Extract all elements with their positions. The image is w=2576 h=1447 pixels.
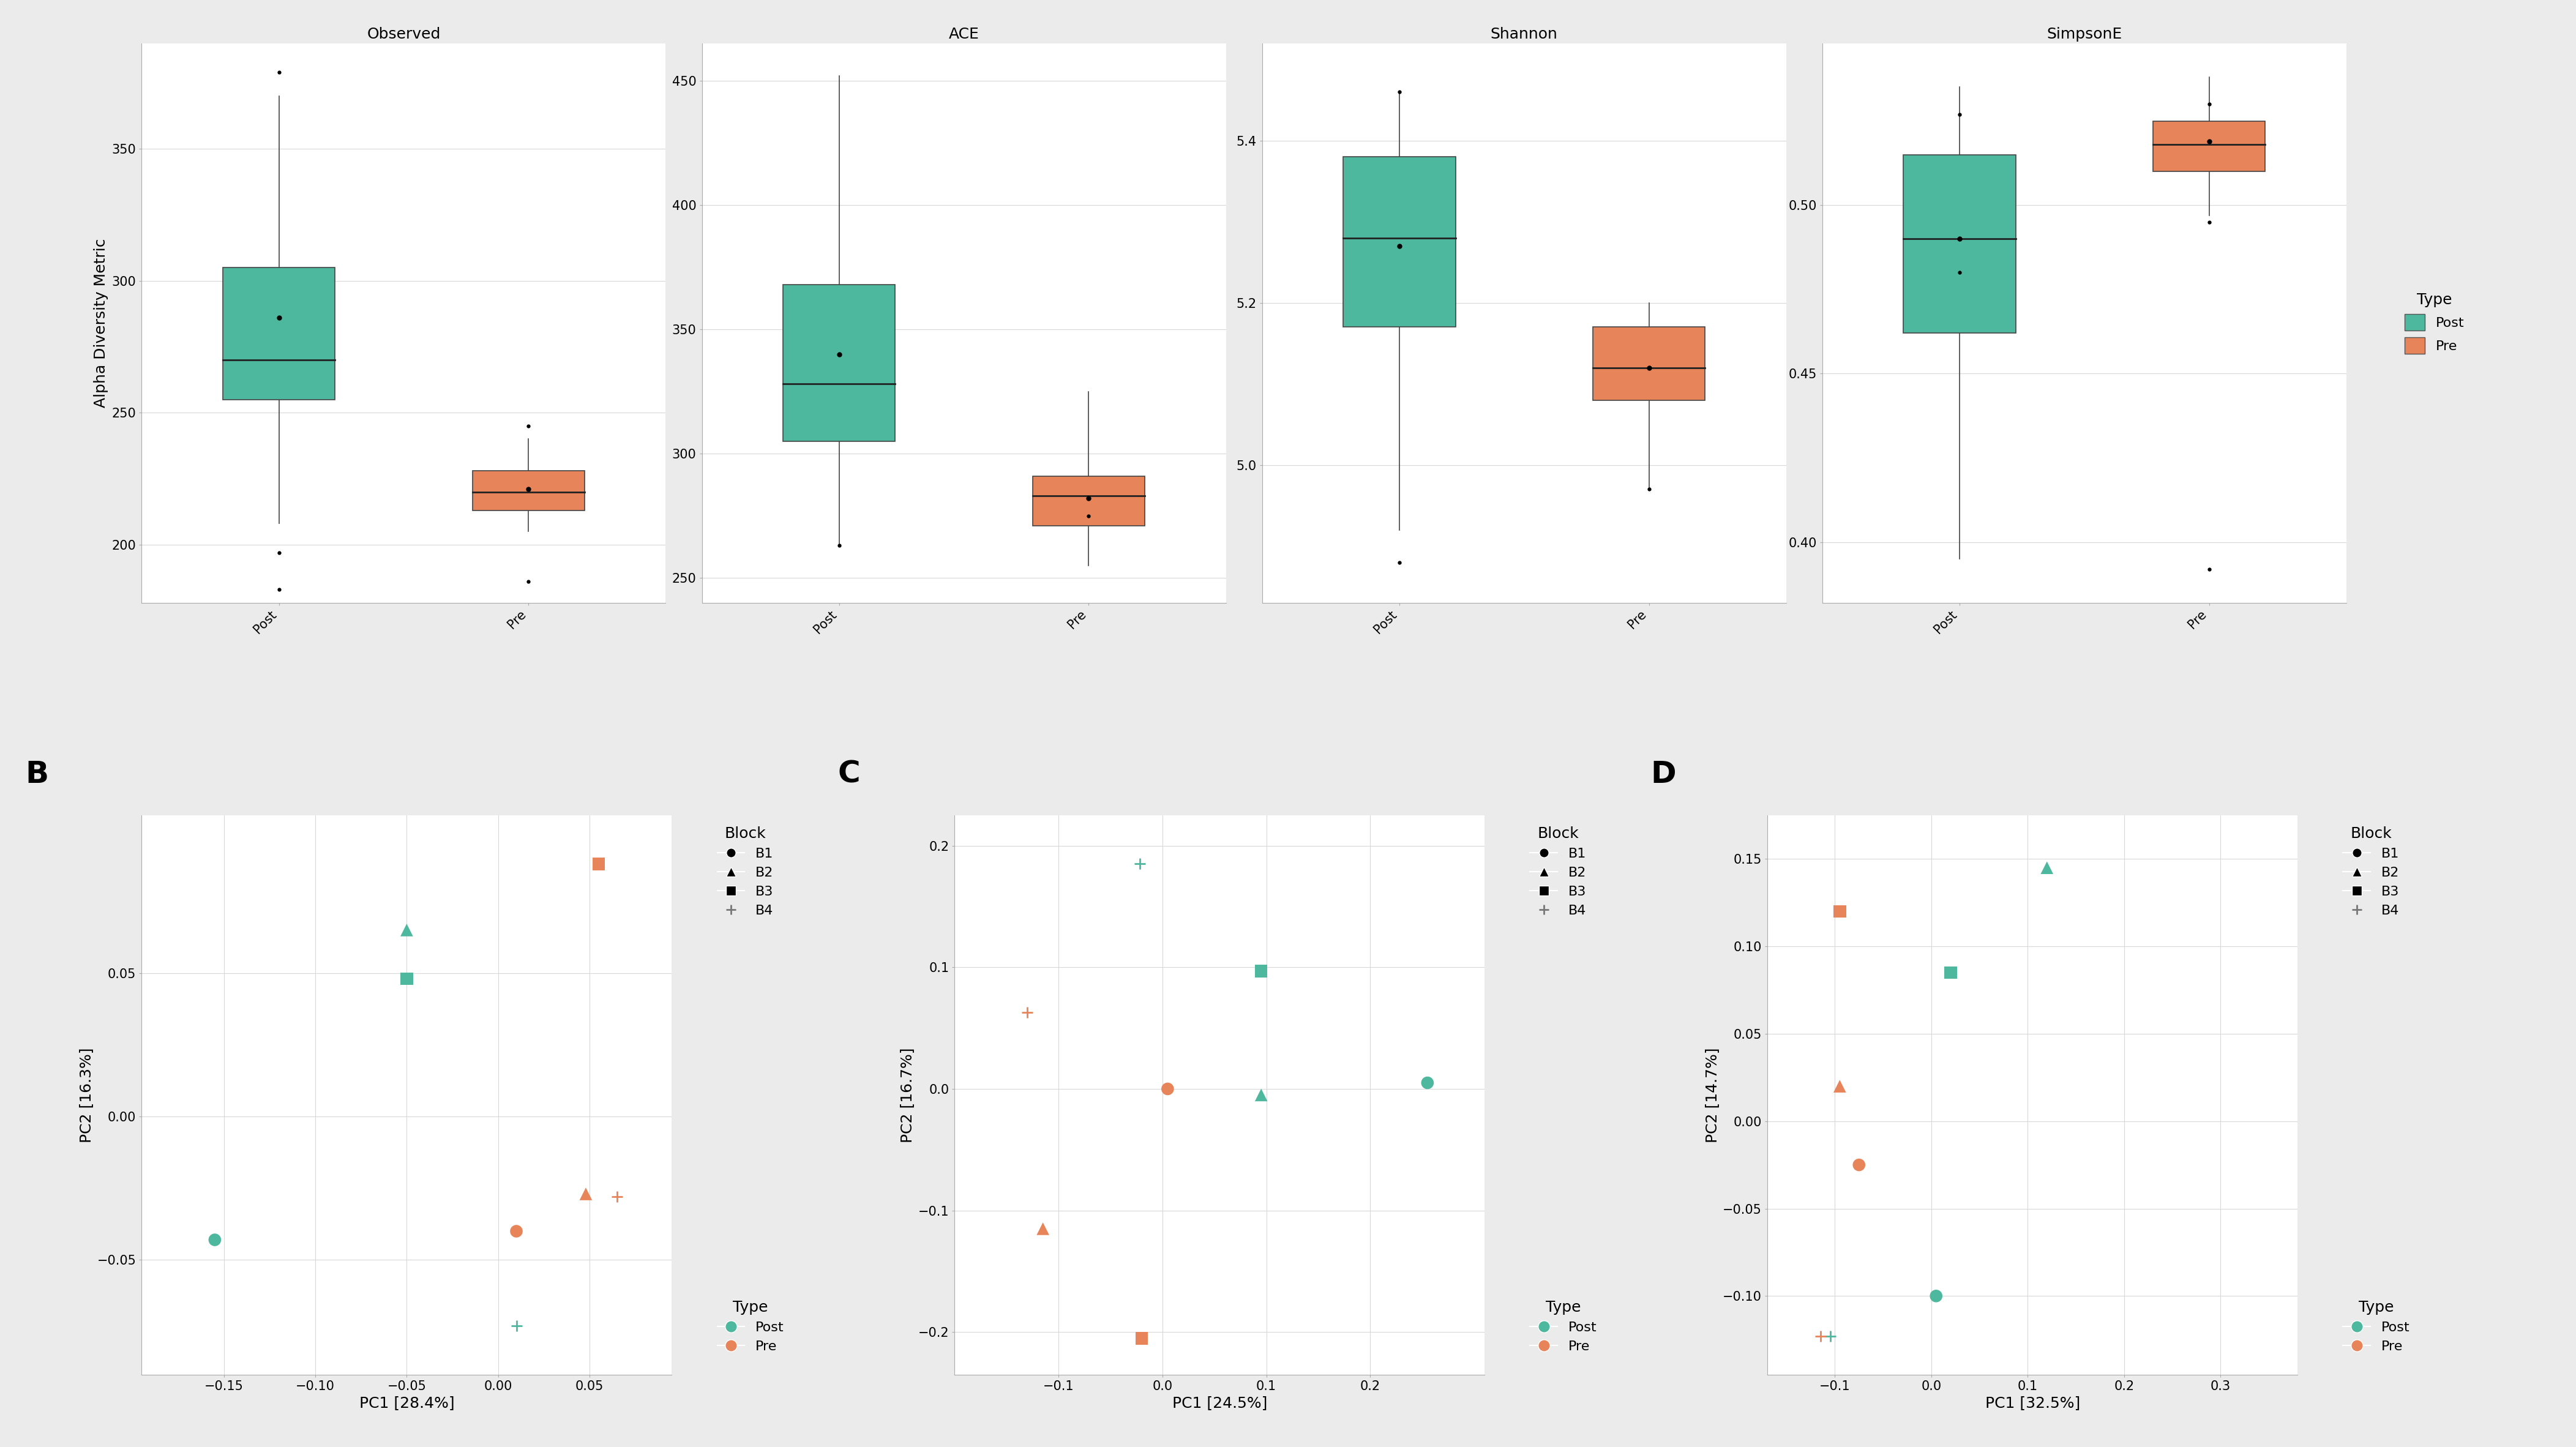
Point	[1242, 959, 1283, 983]
X-axis label: PC1 [32.5%]: PC1 [32.5%]	[1986, 1396, 2079, 1411]
Title: SimpsonE: SimpsonE	[2045, 26, 2123, 42]
Point	[193, 1229, 234, 1252]
Point	[1839, 1153, 1880, 1176]
Point	[1406, 1071, 1448, 1094]
Text: D: D	[1651, 760, 1677, 789]
Title: Observed: Observed	[366, 26, 440, 42]
Title: ACE: ACE	[948, 26, 979, 42]
Title: Shannon: Shannon	[1492, 26, 1558, 42]
X-axis label: PC1 [28.4%]: PC1 [28.4%]	[358, 1396, 453, 1411]
Y-axis label: PC2 [16.7%]: PC2 [16.7%]	[899, 1048, 914, 1143]
Legend: Post, Pre: Post, Pre	[2398, 285, 2470, 360]
Bar	[1342, 156, 1455, 327]
X-axis label: PC1 [24.5%]: PC1 [24.5%]	[1172, 1396, 1267, 1411]
Point	[386, 919, 428, 942]
Point	[1146, 1078, 1188, 1101]
Point	[386, 967, 428, 990]
Text: C: C	[837, 760, 860, 789]
Point	[1819, 900, 1860, 923]
Legend: Post, Pre: Post, Pre	[714, 1295, 788, 1357]
Point	[2027, 857, 2069, 880]
Bar	[1592, 327, 1705, 399]
Point	[1121, 1327, 1162, 1350]
Point	[1917, 1285, 1958, 1308]
Point	[1242, 1084, 1283, 1107]
Point	[577, 852, 618, 875]
Point	[1023, 1217, 1064, 1240]
Point	[564, 1182, 605, 1205]
Point	[1929, 961, 1971, 984]
Bar	[471, 470, 585, 511]
Bar	[783, 285, 896, 441]
Bar	[1904, 155, 2017, 333]
Bar	[2154, 122, 2264, 171]
Y-axis label: PC2 [14.7%]: PC2 [14.7%]	[1705, 1048, 1718, 1143]
Legend: Post, Pre: Post, Pre	[1525, 1295, 1600, 1357]
Bar	[222, 268, 335, 399]
Bar	[1033, 476, 1144, 525]
Point	[1819, 1075, 1860, 1098]
Legend: Post, Pre: Post, Pre	[2339, 1295, 2414, 1357]
Point	[495, 1220, 536, 1243]
Text: B: B	[26, 760, 49, 789]
Y-axis label: PC2 [16.3%]: PC2 [16.3%]	[80, 1048, 93, 1143]
Y-axis label: Alpha Diversity Metric: Alpha Diversity Metric	[93, 239, 108, 408]
